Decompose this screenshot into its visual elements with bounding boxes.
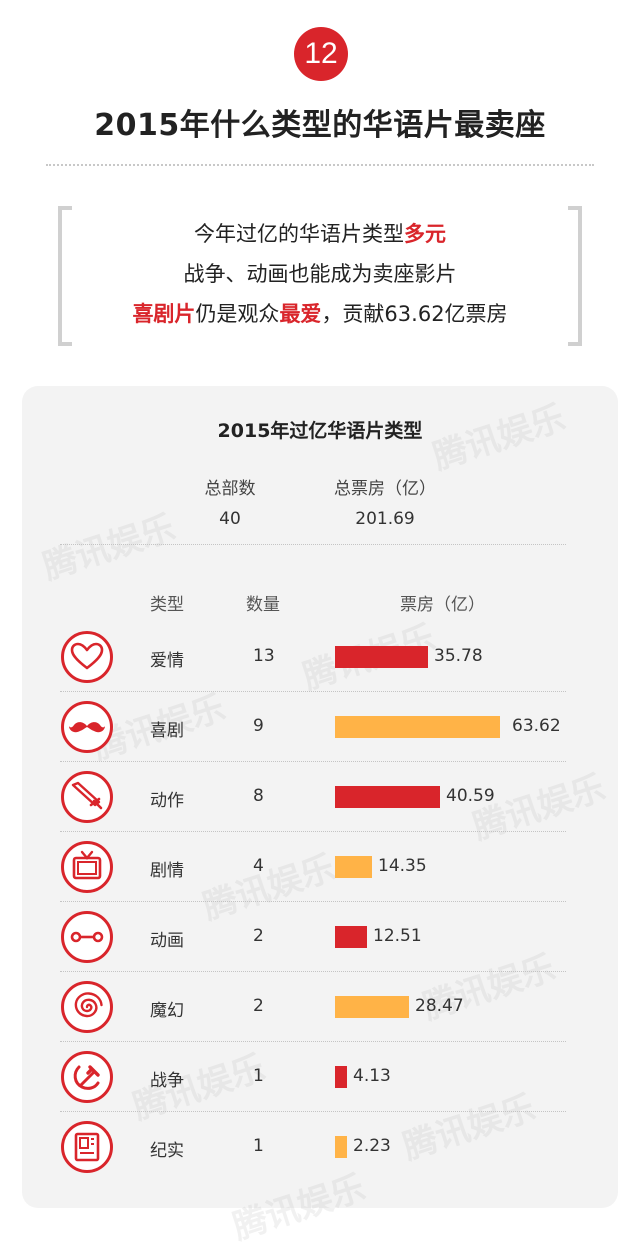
intro-line-3: 喜剧片仍是观众最爱，贡献63.62亿票房 [80, 298, 560, 328]
genre-row: 动作 8 40.59 [0, 762, 640, 832]
chart-title: 2015年过亿华语片类型 [217, 420, 423, 442]
genre-label: 剧情 [150, 861, 184, 881]
box-office-bar [335, 646, 428, 668]
total-box-office-value: 201.69 [355, 509, 415, 529]
row-divider [60, 971, 566, 972]
tv-icon [61, 841, 113, 893]
box-office-bar [335, 716, 500, 738]
film-count: 9 [253, 716, 264, 736]
genre-row: 喜剧 9 63.62 [0, 692, 640, 762]
intro-line-1-highlight: 多元 [404, 222, 446, 246]
left-bracket [58, 206, 72, 346]
hammer-sickle-icon [61, 1051, 113, 1103]
row-divider [60, 761, 566, 762]
box-office-value: 28.47 [415, 996, 464, 1016]
genre-label: 喜剧 [150, 721, 184, 741]
genre-label: 魔幻 [150, 1001, 184, 1021]
row-divider [60, 1041, 566, 1042]
right-bracket [568, 206, 582, 346]
intro-line-1-text: 今年过亿的华语片类型 [194, 222, 404, 246]
mustache-icon [61, 701, 113, 753]
column-header-type: 类型 [150, 595, 184, 615]
row-divider [60, 901, 566, 902]
box-office-value: 14.35 [378, 856, 427, 876]
genre-label: 纪实 [150, 1141, 184, 1161]
total-count-value: 40 [219, 509, 241, 529]
box-office-value: 4.13 [353, 1066, 391, 1086]
genre-label: 动作 [150, 791, 184, 811]
intro-line-3-highlight-2: 最爱 [279, 302, 322, 326]
film-count: 1 [253, 1066, 264, 1086]
row-divider [60, 691, 566, 692]
row-divider [60, 1111, 566, 1112]
genre-row: 纪实 1 2.23 [0, 1112, 640, 1182]
title-divider [46, 164, 594, 166]
genre-label: 动画 [150, 931, 184, 951]
row-divider [60, 831, 566, 832]
genre-label: 战争 [150, 1071, 184, 1091]
heart-icon [61, 631, 113, 683]
box-office-value: 40.59 [446, 786, 495, 806]
column-header-box-office: 票房（亿） [400, 595, 485, 615]
film-count: 1 [253, 1136, 264, 1156]
film-count: 2 [253, 926, 264, 946]
film-count: 8 [253, 786, 264, 806]
intro-line-3-text-1: 仍是观众 [195, 302, 280, 326]
chart-card [22, 386, 618, 1208]
film-count: 2 [253, 996, 264, 1016]
genre-row: 战争 1 4.13 [0, 1042, 640, 1112]
film-reel-icon [61, 911, 113, 963]
box-office-value: 12.51 [373, 926, 422, 946]
intro-line-2: 战争、动画也能成为卖座影片 [183, 262, 457, 286]
intro-line-1: 今年过亿的华语片类型多元 [80, 218, 560, 248]
document-icon [61, 1121, 113, 1173]
box-office-value: 35.78 [434, 646, 483, 666]
intro-line-3-highlight-1: 喜剧片 [132, 302, 196, 326]
box-office-bar [335, 856, 372, 878]
film-count: 4 [253, 856, 264, 876]
genre-label: 爱情 [150, 651, 184, 671]
box-office-bar [335, 996, 409, 1018]
total-box-office-label: 总票房（亿） [334, 479, 436, 499]
swirl-icon [61, 981, 113, 1033]
summary-divider [60, 544, 566, 545]
box-office-bar [335, 1066, 347, 1088]
box-office-bar [335, 926, 367, 948]
box-office-bar [335, 1136, 347, 1158]
knife-icon [61, 771, 113, 823]
genre-row: 剧情 4 14.35 [0, 832, 640, 902]
genre-row: 魔幻 2 28.47 [0, 972, 640, 1042]
intro-line-3-text-2: ，贡献63.62亿票房 [321, 302, 508, 326]
total-count-label: 总部数 [204, 479, 256, 499]
box-office-value: 2.23 [353, 1136, 391, 1156]
section-number-badge: 12 [294, 27, 348, 81]
box-office-value: 63.62 [512, 716, 561, 736]
film-count: 13 [253, 646, 275, 666]
column-header-count: 数量 [246, 595, 280, 615]
genre-row: 动画 2 12.51 [0, 902, 640, 972]
genre-row: 爱情 13 35.78 [0, 622, 640, 692]
page-title: 2015年什么类型的华语片最卖座 [94, 108, 546, 143]
box-office-bar [335, 786, 440, 808]
